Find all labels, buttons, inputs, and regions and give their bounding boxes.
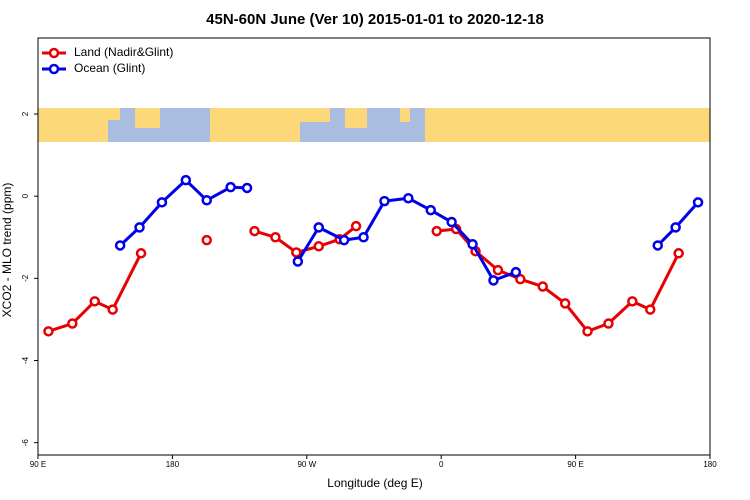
x-tick-label: 0 [439,460,444,469]
data-point [467,238,478,250]
data-point [249,225,260,237]
legend-label: Ocean (Glint) [74,61,145,75]
data-point [425,204,436,216]
data-point [627,296,638,307]
data-point [291,247,302,258]
data-point [652,240,663,251]
data-point [180,174,192,186]
x-axis-label: Longitude (deg E) [327,476,422,490]
data-point [559,298,571,309]
y-tick-label: -6 [21,439,30,447]
legend-label: Land (Nadir&Glint) [74,45,173,59]
chart-title: 45N-60N June (Ver 10) 2015-01-01 to 2020… [206,11,544,28]
data-point [582,326,593,337]
data-point [270,232,281,243]
data-point [156,197,168,208]
legend-marker [48,47,60,59]
data-point [107,304,118,315]
y-tick-label: 2 [21,111,30,116]
data-point [510,266,522,278]
map-band [38,108,710,142]
data-point [673,248,684,259]
data-point [338,234,350,246]
data-point [134,222,145,233]
data-point [515,273,526,285]
data-point [537,281,548,292]
y-tick-label: -4 [21,356,30,364]
data-point [67,318,78,329]
data-point [225,181,236,193]
data-point [492,264,504,276]
y-axis-label: XCO2 - MLO trend (ppm) [0,183,14,318]
data-point [43,326,54,337]
data-point [350,220,362,232]
data-point [670,222,681,233]
data-point [114,240,126,251]
data-point [201,195,212,206]
x-tick-label: 90 W [297,460,316,469]
data-point [431,225,442,237]
data-point [379,195,390,207]
y-tick-label: 0 [21,193,30,198]
data-point [313,222,324,233]
legend-marker [48,63,60,75]
plot-frame [37,37,711,456]
data-point [241,182,253,194]
data-point [89,296,100,307]
data-point [692,197,704,208]
data-point [403,192,414,204]
data-point [488,275,499,286]
series-line [47,252,143,333]
x-tick-label: 90 E [30,460,46,469]
data-point [292,256,304,267]
x-tick-label: 90 E [567,460,583,469]
series-line [296,196,517,282]
data-point [201,234,212,246]
y-tick-label: -2 [21,274,30,282]
data-point [603,318,614,329]
data-point [446,216,457,228]
data-point [313,241,324,252]
data-point [358,232,369,243]
x-tick-label: 180 [166,460,180,469]
data-point [645,304,656,315]
data-point [135,248,147,259]
x-tick-label: 180 [703,460,717,469]
